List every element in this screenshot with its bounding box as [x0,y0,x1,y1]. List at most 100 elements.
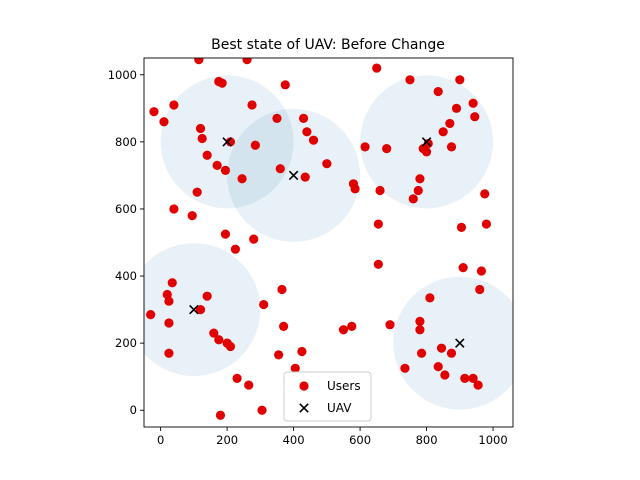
user-point [169,100,179,110]
user-point [297,346,307,357]
uav-marker-stroke [421,137,432,147]
user-point [360,142,370,152]
user-point [167,278,177,288]
user-point [440,370,450,380]
x-tick-label: 1000 [478,433,507,447]
uav-marker [288,170,299,181]
user-point [302,127,312,137]
uav-marker-stroke [455,338,465,348]
user-point [468,98,478,108]
user-point [272,113,282,123]
user-point [372,63,382,73]
user-point [249,234,259,244]
user-point [230,244,241,254]
x-tick-label: 600 [349,433,371,447]
user-point [164,296,174,306]
uav-marker-stroke [189,304,199,315]
plot-inner [144,58,513,420]
user-point [279,321,289,331]
legend-uav-label: UAV [327,401,352,415]
user-point [425,293,435,303]
user-point [322,159,332,169]
user-point [405,75,415,85]
legend: Users UAV [283,371,372,422]
user-point [460,373,470,383]
user-point [347,321,357,331]
user-point [445,118,455,129]
user-point [169,204,179,214]
chart-title: Best state of UAV: Before Change [211,37,445,53]
user-point [187,211,197,221]
user-point [375,185,385,196]
user-point [250,140,260,150]
user-point [164,318,174,328]
user-point [232,373,242,383]
user-point [202,150,212,160]
x-tick-label: 400 [283,433,305,447]
user-point [373,219,383,229]
user-point [480,189,490,199]
user-point [433,86,443,97]
user-point [415,316,425,326]
plot-area: 0 200 400 600 800 1000 0 200 400 600 800 1000 [108,57,514,447]
user-point [476,266,487,276]
x-tick-label: 800 [416,433,438,447]
user-point [146,310,156,320]
user-point [209,328,219,338]
user-point [212,160,222,170]
user-point [217,78,227,88]
user-point [300,172,310,182]
user-point [415,174,425,184]
user-point [373,259,383,269]
user-point [436,343,447,353]
user-point [220,165,231,175]
user-point [298,113,309,123]
legend-users-label: Users [327,379,361,393]
user-point [202,291,212,301]
user-point [280,80,290,90]
legend-uav-marker [299,403,309,413]
y-tick-label: 200 [115,336,137,350]
user-point [421,147,432,157]
uav-marker-stroke [288,170,299,181]
user-point [275,164,285,174]
x-tick-label: 0 [157,433,164,447]
user-point [433,362,443,372]
user-point [416,348,427,358]
y-tick-label: 0 [130,403,137,417]
user-point [475,284,485,295]
user-point [385,320,395,330]
uav-marker [189,304,199,315]
user-point [274,350,284,360]
x-tick-label: 200 [216,433,238,447]
user-point [247,100,257,110]
user-point [194,58,204,65]
user-point [446,142,457,152]
user-point [308,135,319,145]
user-point [242,58,252,65]
user-point [220,229,231,239]
y-tick-label: 800 [115,135,137,149]
user-point [257,405,267,415]
user-point [446,348,457,358]
user-point [438,127,448,137]
uav-marker [455,338,465,348]
user-point [415,325,425,335]
y-tick-label: 600 [115,202,137,216]
uav-marker-stroke [222,137,232,147]
axes-frame [143,57,514,428]
y-tick-label: 1000 [108,68,137,82]
user-point [338,325,349,335]
user-point [468,373,478,383]
user-point [149,107,159,117]
user-point [244,380,254,390]
y-tick-label: 400 [115,269,137,283]
user-point [277,284,287,295]
user-point [400,363,410,373]
user-point [192,187,202,197]
user-point [159,117,169,127]
user-point [290,363,300,373]
user-point [408,194,418,204]
user-point [237,174,247,184]
